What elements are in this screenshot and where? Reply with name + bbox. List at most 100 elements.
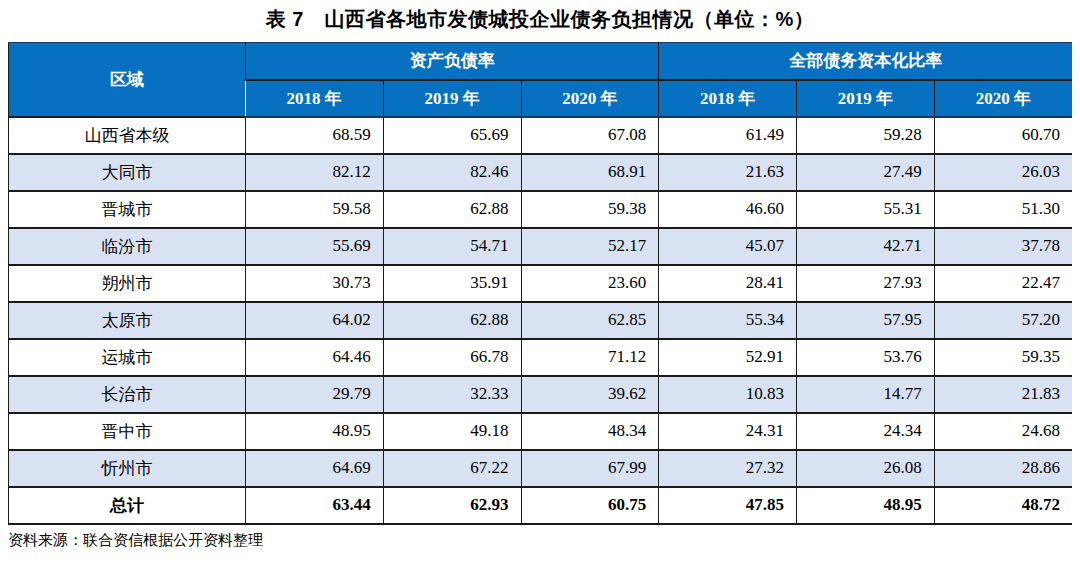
year-header: 2018 年 — [246, 80, 384, 117]
value-cell: 62.93 — [383, 487, 521, 524]
value-cell: 47.85 — [659, 487, 797, 524]
value-cell: 26.08 — [797, 450, 935, 487]
value-cell: 52.91 — [659, 339, 797, 376]
value-cell: 62.88 — [383, 302, 521, 339]
table-row: 长治市29.7932.3339.6210.8314.7721.83 — [9, 376, 1073, 413]
region-cell: 总计 — [9, 487, 246, 524]
value-cell: 27.49 — [797, 154, 935, 191]
value-cell: 51.30 — [934, 191, 1072, 228]
value-cell: 14.77 — [797, 376, 935, 413]
value-cell: 67.99 — [521, 450, 659, 487]
table-row: 晋城市59.5862.8859.3846.6055.3151.30 — [9, 191, 1073, 228]
value-cell: 21.83 — [934, 376, 1072, 413]
total-row: 总计63.4462.9360.7547.8548.9548.72 — [9, 487, 1073, 524]
value-cell: 55.31 — [797, 191, 935, 228]
value-cell: 26.03 — [934, 154, 1072, 191]
region-cell: 大同市 — [9, 154, 246, 191]
year-header: 2018 年 — [659, 80, 797, 117]
value-cell: 62.88 — [383, 191, 521, 228]
year-header: 2019 年 — [383, 80, 521, 117]
debt-burden-table: 区域 资产负债率 全部债务资本化比率 2018 年 2019 年 2020 年 … — [8, 42, 1072, 525]
value-cell: 30.73 — [246, 265, 384, 302]
value-cell: 54.71 — [383, 228, 521, 265]
value-cell: 57.20 — [934, 302, 1072, 339]
value-cell: 46.60 — [659, 191, 797, 228]
value-cell: 66.78 — [383, 339, 521, 376]
region-cell: 临汾市 — [9, 228, 246, 265]
region-column-header: 区域 — [9, 43, 246, 117]
value-cell: 45.07 — [659, 228, 797, 265]
value-cell: 27.32 — [659, 450, 797, 487]
value-cell: 27.93 — [797, 265, 935, 302]
value-cell: 64.46 — [246, 339, 384, 376]
value-cell: 28.41 — [659, 265, 797, 302]
value-cell: 63.44 — [246, 487, 384, 524]
value-cell: 24.68 — [934, 413, 1072, 450]
region-cell: 山西省本级 — [9, 117, 246, 154]
value-cell: 23.60 — [521, 265, 659, 302]
value-cell: 48.34 — [521, 413, 659, 450]
value-cell: 60.75 — [521, 487, 659, 524]
value-cell: 59.58 — [246, 191, 384, 228]
table-row: 忻州市64.6967.2267.9927.3226.0828.86 — [9, 450, 1073, 487]
table-row: 晋中市48.9549.1848.3424.3124.3424.68 — [9, 413, 1073, 450]
value-cell: 32.33 — [383, 376, 521, 413]
value-cell: 49.18 — [383, 413, 521, 450]
value-cell: 71.12 — [521, 339, 659, 376]
table-row: 运城市64.4666.7871.1252.9153.7659.35 — [9, 339, 1073, 376]
page: 表 7 山西省各地市发债城投企业债务负担情况（单位：%） 区域 资产负债率 全部… — [0, 0, 1080, 565]
table-header: 区域 资产负债率 全部债务资本化比率 2018 年 2019 年 2020 年 … — [9, 43, 1073, 117]
value-cell: 68.91 — [521, 154, 659, 191]
value-cell: 28.86 — [934, 450, 1072, 487]
value-cell: 59.35 — [934, 339, 1072, 376]
value-cell: 67.08 — [521, 117, 659, 154]
value-cell: 52.17 — [521, 228, 659, 265]
region-cell: 太原市 — [9, 302, 246, 339]
value-cell: 64.02 — [246, 302, 384, 339]
value-cell: 48.72 — [934, 487, 1072, 524]
region-cell: 运城市 — [9, 339, 246, 376]
table-row: 大同市82.1282.4668.9121.6327.4926.03 — [9, 154, 1073, 191]
region-cell: 晋城市 — [9, 191, 246, 228]
group-header-asset-liability-ratio: 资产负债率 — [246, 43, 659, 80]
value-cell: 82.46 — [383, 154, 521, 191]
value-cell: 24.34 — [797, 413, 935, 450]
value-cell: 37.78 — [934, 228, 1072, 265]
table-row: 朔州市30.7335.9123.6028.4127.9322.47 — [9, 265, 1073, 302]
table-body: 山西省本级68.5965.6967.0861.4959.2860.70大同市82… — [9, 117, 1073, 524]
group-header-row: 区域 资产负债率 全部债务资本化比率 — [9, 43, 1073, 80]
region-cell: 晋中市 — [9, 413, 246, 450]
value-cell: 65.69 — [383, 117, 521, 154]
region-cell: 忻州市 — [9, 450, 246, 487]
value-cell: 22.47 — [934, 265, 1072, 302]
table-row: 临汾市55.6954.7152.1745.0742.7137.78 — [9, 228, 1073, 265]
value-cell: 82.12 — [246, 154, 384, 191]
value-cell: 39.62 — [521, 376, 659, 413]
data-source-note: 资料来源：联合资信根据公开资料整理 — [8, 531, 1080, 550]
value-cell: 35.91 — [383, 265, 521, 302]
value-cell: 55.34 — [659, 302, 797, 339]
value-cell: 61.49 — [659, 117, 797, 154]
region-cell: 长治市 — [9, 376, 246, 413]
year-header: 2020 年 — [521, 80, 659, 117]
region-cell: 朔州市 — [9, 265, 246, 302]
value-cell: 10.83 — [659, 376, 797, 413]
year-header: 2019 年 — [797, 80, 935, 117]
value-cell: 29.79 — [246, 376, 384, 413]
value-cell: 62.85 — [521, 302, 659, 339]
value-cell: 24.31 — [659, 413, 797, 450]
year-header: 2020 年 — [934, 80, 1072, 117]
value-cell: 53.76 — [797, 339, 935, 376]
table-title: 表 7 山西省各地市发债城投企业债务负担情况（单位：%） — [0, 0, 1080, 33]
table-row: 山西省本级68.5965.6967.0861.4959.2860.70 — [9, 117, 1073, 154]
value-cell: 48.95 — [246, 413, 384, 450]
value-cell: 48.95 — [797, 487, 935, 524]
value-cell: 55.69 — [246, 228, 384, 265]
group-header-debt-capitalization-ratio: 全部债务资本化比率 — [659, 43, 1072, 80]
value-cell: 57.95 — [797, 302, 935, 339]
value-cell: 68.59 — [246, 117, 384, 154]
value-cell: 59.28 — [797, 117, 935, 154]
value-cell: 59.38 — [521, 191, 659, 228]
table-row: 太原市64.0262.8862.8555.3457.9557.20 — [9, 302, 1073, 339]
value-cell: 42.71 — [797, 228, 935, 265]
